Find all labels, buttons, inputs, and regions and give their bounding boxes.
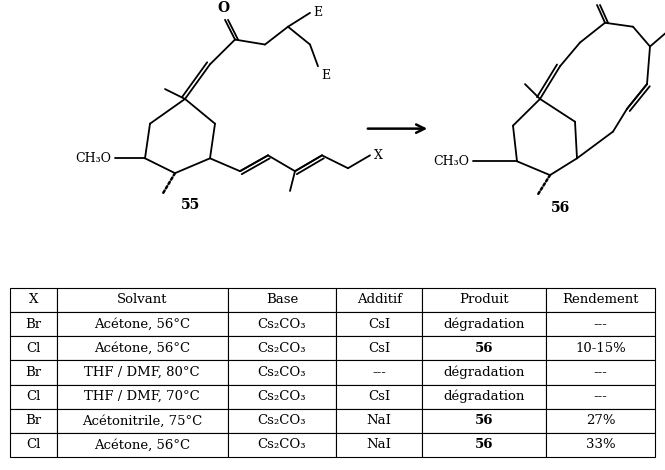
Text: X: X [374,149,383,162]
Text: E: E [313,7,322,19]
Text: CH₃O: CH₃O [433,155,469,168]
Text: 55: 55 [180,198,199,212]
Text: CH₃O: CH₃O [75,152,111,165]
Text: 56: 56 [551,201,570,215]
Text: O: O [217,1,229,15]
Text: E: E [321,69,330,82]
